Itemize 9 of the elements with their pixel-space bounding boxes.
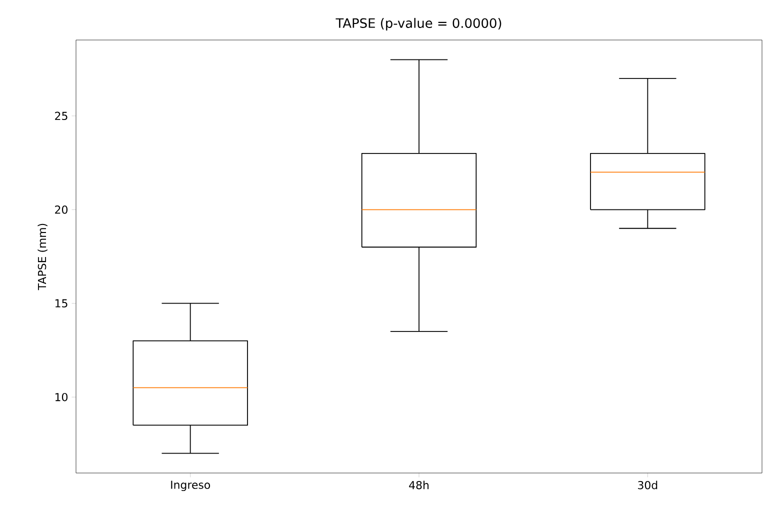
x-tick-label: 30d <box>638 480 658 490</box>
x-tick-label: Ingreso <box>171 480 210 492</box>
x-tick-label: 48h <box>409 480 429 490</box>
y-tick-label: 20 <box>55 206 68 214</box>
y-tick-label: 10 <box>55 392 68 402</box>
y-tick-label: 15 <box>55 299 68 308</box>
y-axis-title: TAPSE (mm) <box>38 224 48 290</box>
chart-title: TAPSE (p-value = 0.0000) <box>336 18 502 30</box>
y-tick-label: 25 <box>55 112 68 120</box>
